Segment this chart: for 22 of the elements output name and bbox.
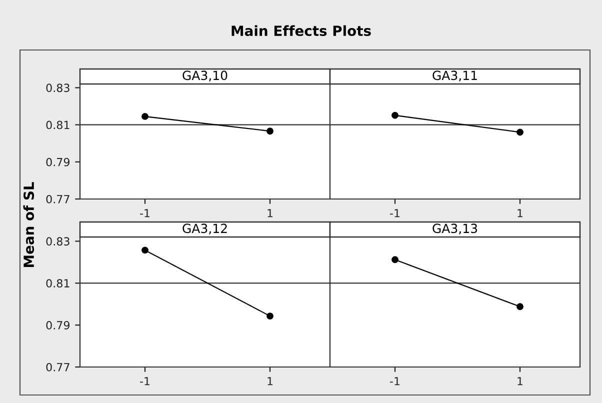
y-axis-title: Mean of SL (23, 182, 34, 268)
y-tick-label: 0.83 (46, 237, 70, 246)
y-tick-label: 0.79 (46, 321, 70, 330)
x-tick-label: 1 (518, 209, 523, 218)
x-tick-label: -1 (140, 209, 150, 218)
x-tick-label: 1 (268, 209, 273, 218)
y-tick-label: 0.83 (46, 84, 70, 92)
y-tick-label: 0.77 (46, 194, 70, 204)
chart-title: GA3,10 (182, 70, 228, 82)
y-tick-label: 0.79 (46, 158, 70, 166)
chart-title: GA3,11 (432, 70, 477, 82)
chart-title: GA3,13 (432, 224, 478, 234)
chart-title: GA3,12 (182, 224, 227, 234)
x-tick-label: -1 (390, 209, 400, 218)
x-tick-label: -1 (390, 377, 400, 386)
x-tick-label: 1 (268, 377, 273, 386)
x-tick-label: 1 (518, 377, 523, 386)
y-tick-label: 0.77 (46, 362, 70, 372)
x-tick-label: -1 (140, 377, 150, 386)
y-tick-label: 0.81 (46, 120, 70, 130)
text: Main Effects Plots (232, 25, 371, 36)
y-tick-label: 0.81 (46, 279, 70, 288)
